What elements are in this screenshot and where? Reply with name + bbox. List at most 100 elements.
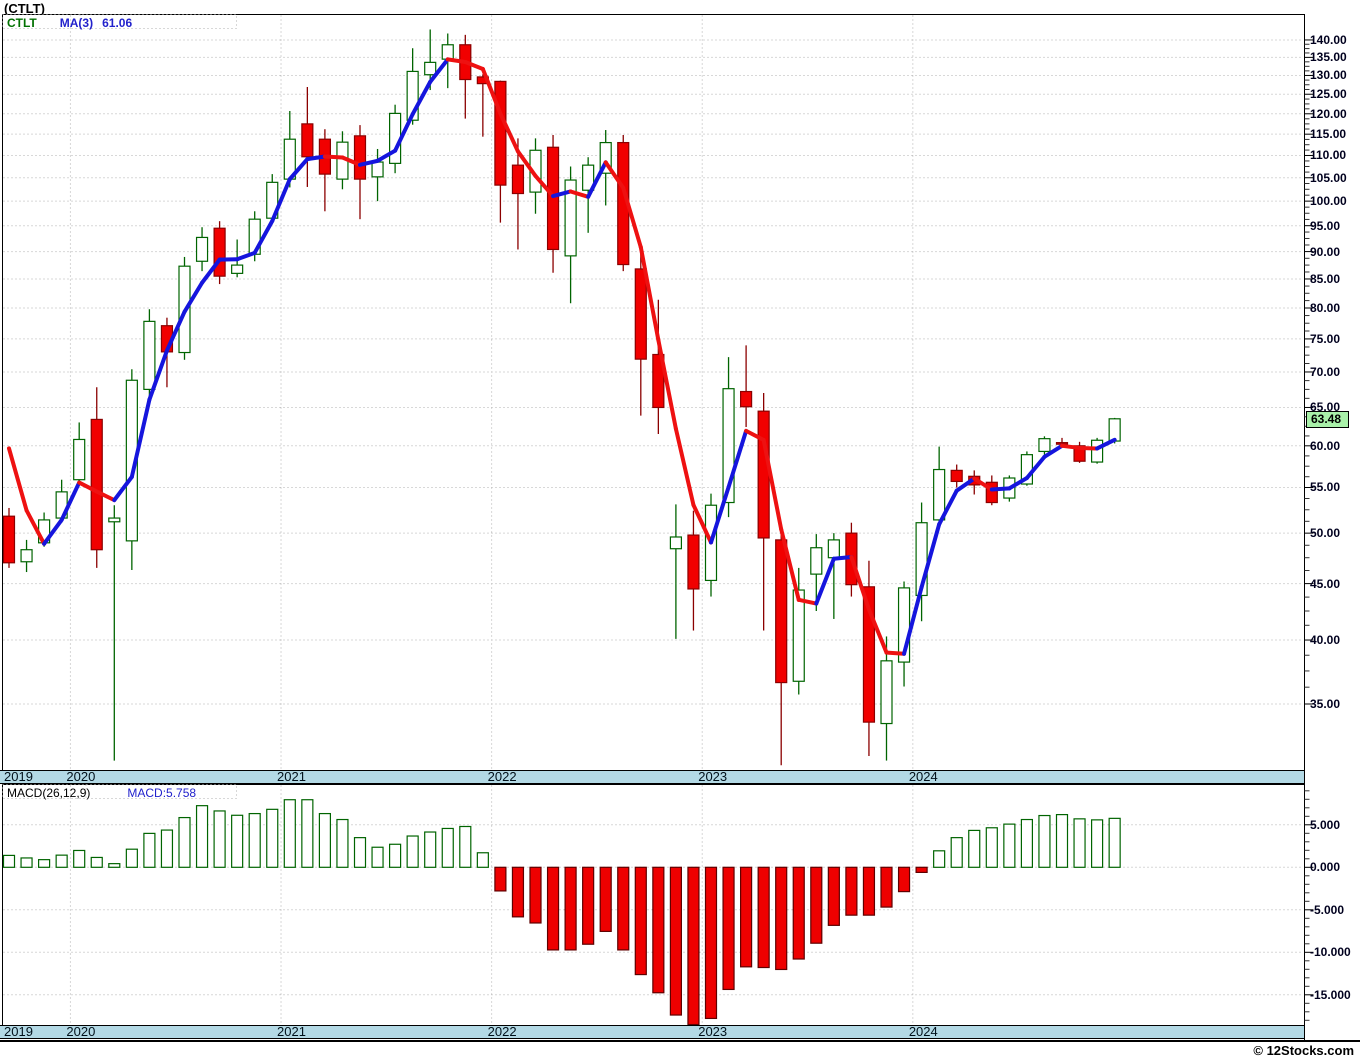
macd-bar xyxy=(37,859,51,868)
price-tick-label: 135.00 xyxy=(1310,50,1347,65)
ma-line-segment xyxy=(972,476,994,492)
macd-params-label: MACD(26,12,9) xyxy=(7,786,91,800)
macd-bar xyxy=(704,866,718,1020)
price-tick-label: 85.00 xyxy=(1310,271,1341,286)
macd-bar xyxy=(1108,817,1121,868)
ma-line-segment xyxy=(428,57,450,84)
macd-bar xyxy=(178,816,191,868)
ma-line-segment xyxy=(7,446,29,513)
candle xyxy=(669,536,683,550)
ma-label: MA(3) xyxy=(59,16,94,30)
ma-line-segment xyxy=(937,488,959,527)
candle xyxy=(73,438,86,481)
ma-line-segment xyxy=(410,79,433,117)
candle xyxy=(652,353,665,409)
price-tick-label: 90.00 xyxy=(1310,244,1341,259)
macd-bar xyxy=(529,866,542,924)
ma-line-segment xyxy=(586,160,608,199)
candle xyxy=(739,390,753,408)
macd-bar xyxy=(441,827,454,868)
macd-tick-label: 0.000 xyxy=(1310,860,1341,875)
macd-tick-label: -10.000 xyxy=(1310,945,1351,960)
ma-value: 61.06 xyxy=(102,16,133,30)
ma-line-segment xyxy=(866,607,889,655)
candle xyxy=(862,586,876,723)
x-axis-year-bar-top: 2019 2020 2021 2022 2023 2024 xyxy=(0,770,1304,784)
candle xyxy=(1073,445,1086,462)
macd-bar xyxy=(213,810,226,868)
price-tick-label: 130.00 xyxy=(1310,68,1347,83)
candle xyxy=(20,549,33,563)
ma-line-segment xyxy=(568,189,591,199)
candle xyxy=(301,123,314,158)
macd-bar xyxy=(1020,818,1034,868)
candle xyxy=(810,547,823,575)
candle xyxy=(1090,439,1104,463)
candle xyxy=(511,164,525,195)
macd-bar xyxy=(248,812,261,868)
macd-bar xyxy=(827,866,840,926)
ma-line-segment xyxy=(358,158,380,167)
ma-line-segment xyxy=(1007,476,1029,491)
candle xyxy=(564,179,577,257)
ma-line-segment xyxy=(744,428,766,442)
price-tick-label: 115.00 xyxy=(1310,127,1347,142)
macd-bar xyxy=(792,866,805,960)
macd-bar xyxy=(424,831,437,868)
macd-value-label: MACD:5.758 xyxy=(127,786,197,800)
ma-line-segment xyxy=(691,502,713,545)
price-tick-label: 60.00 xyxy=(1310,438,1341,453)
macd-bar xyxy=(20,857,33,868)
ma-line-segment xyxy=(77,480,99,494)
macd-tick-label: 5.000 xyxy=(1310,817,1341,832)
ma-line-segment xyxy=(305,154,327,162)
year-label-2024: 2024 xyxy=(908,1024,938,1039)
macd-bar xyxy=(775,866,788,971)
candle xyxy=(441,44,454,60)
ma-line-segment xyxy=(761,437,784,532)
ma-line-segment xyxy=(919,522,942,590)
ma-line-segment xyxy=(954,476,977,493)
year-label-2019: 2019 xyxy=(4,1024,33,1039)
ma-line-segment xyxy=(200,257,222,285)
ma-line-segment xyxy=(147,348,169,402)
ma-line-segment xyxy=(989,486,1012,492)
macd-bar xyxy=(617,866,630,951)
candle xyxy=(827,539,840,559)
macd-bar xyxy=(301,799,314,868)
candle xyxy=(1038,438,1051,453)
macd-bar xyxy=(195,805,209,868)
macd-bar xyxy=(318,812,331,868)
candle xyxy=(950,469,963,483)
price-tick-label: 110.00 xyxy=(1310,148,1347,163)
price-legend-box xyxy=(2,14,237,29)
copyright-credit: © 12Stocks.com xyxy=(1253,1043,1354,1056)
macd-tick-label: -15.000 xyxy=(1310,987,1351,1002)
ma-line-segment xyxy=(393,112,415,153)
ma-line-segment xyxy=(902,585,924,656)
ma-line-segment xyxy=(621,185,643,250)
macd-bar xyxy=(143,832,156,868)
price-tick-label: 50.00 xyxy=(1310,526,1341,541)
candle xyxy=(195,236,209,262)
footer: © 12Stocks.com xyxy=(0,1040,1360,1056)
macd-bar xyxy=(494,866,507,892)
year-label-2020: 2020 xyxy=(66,769,96,784)
x-axis-year-bar-bottom: 2019 2020 2021 2022 2023 2024 xyxy=(0,1025,1304,1039)
macd-bar xyxy=(1003,823,1016,868)
ma-line-segment xyxy=(515,149,538,178)
candle xyxy=(880,660,893,725)
macd-bar xyxy=(915,866,928,873)
macd-bar xyxy=(985,827,998,868)
year-label-2021: 2021 xyxy=(277,1024,306,1039)
macd-bar xyxy=(353,837,367,868)
year-label-2020: 2020 xyxy=(66,1024,96,1039)
macd-bar xyxy=(669,866,683,1016)
candle xyxy=(546,146,560,251)
page-title: (CTLT) xyxy=(4,1,45,16)
macd-bar xyxy=(108,863,121,868)
candle xyxy=(143,320,156,390)
ma-line-segment xyxy=(287,157,310,182)
candle xyxy=(108,517,121,523)
